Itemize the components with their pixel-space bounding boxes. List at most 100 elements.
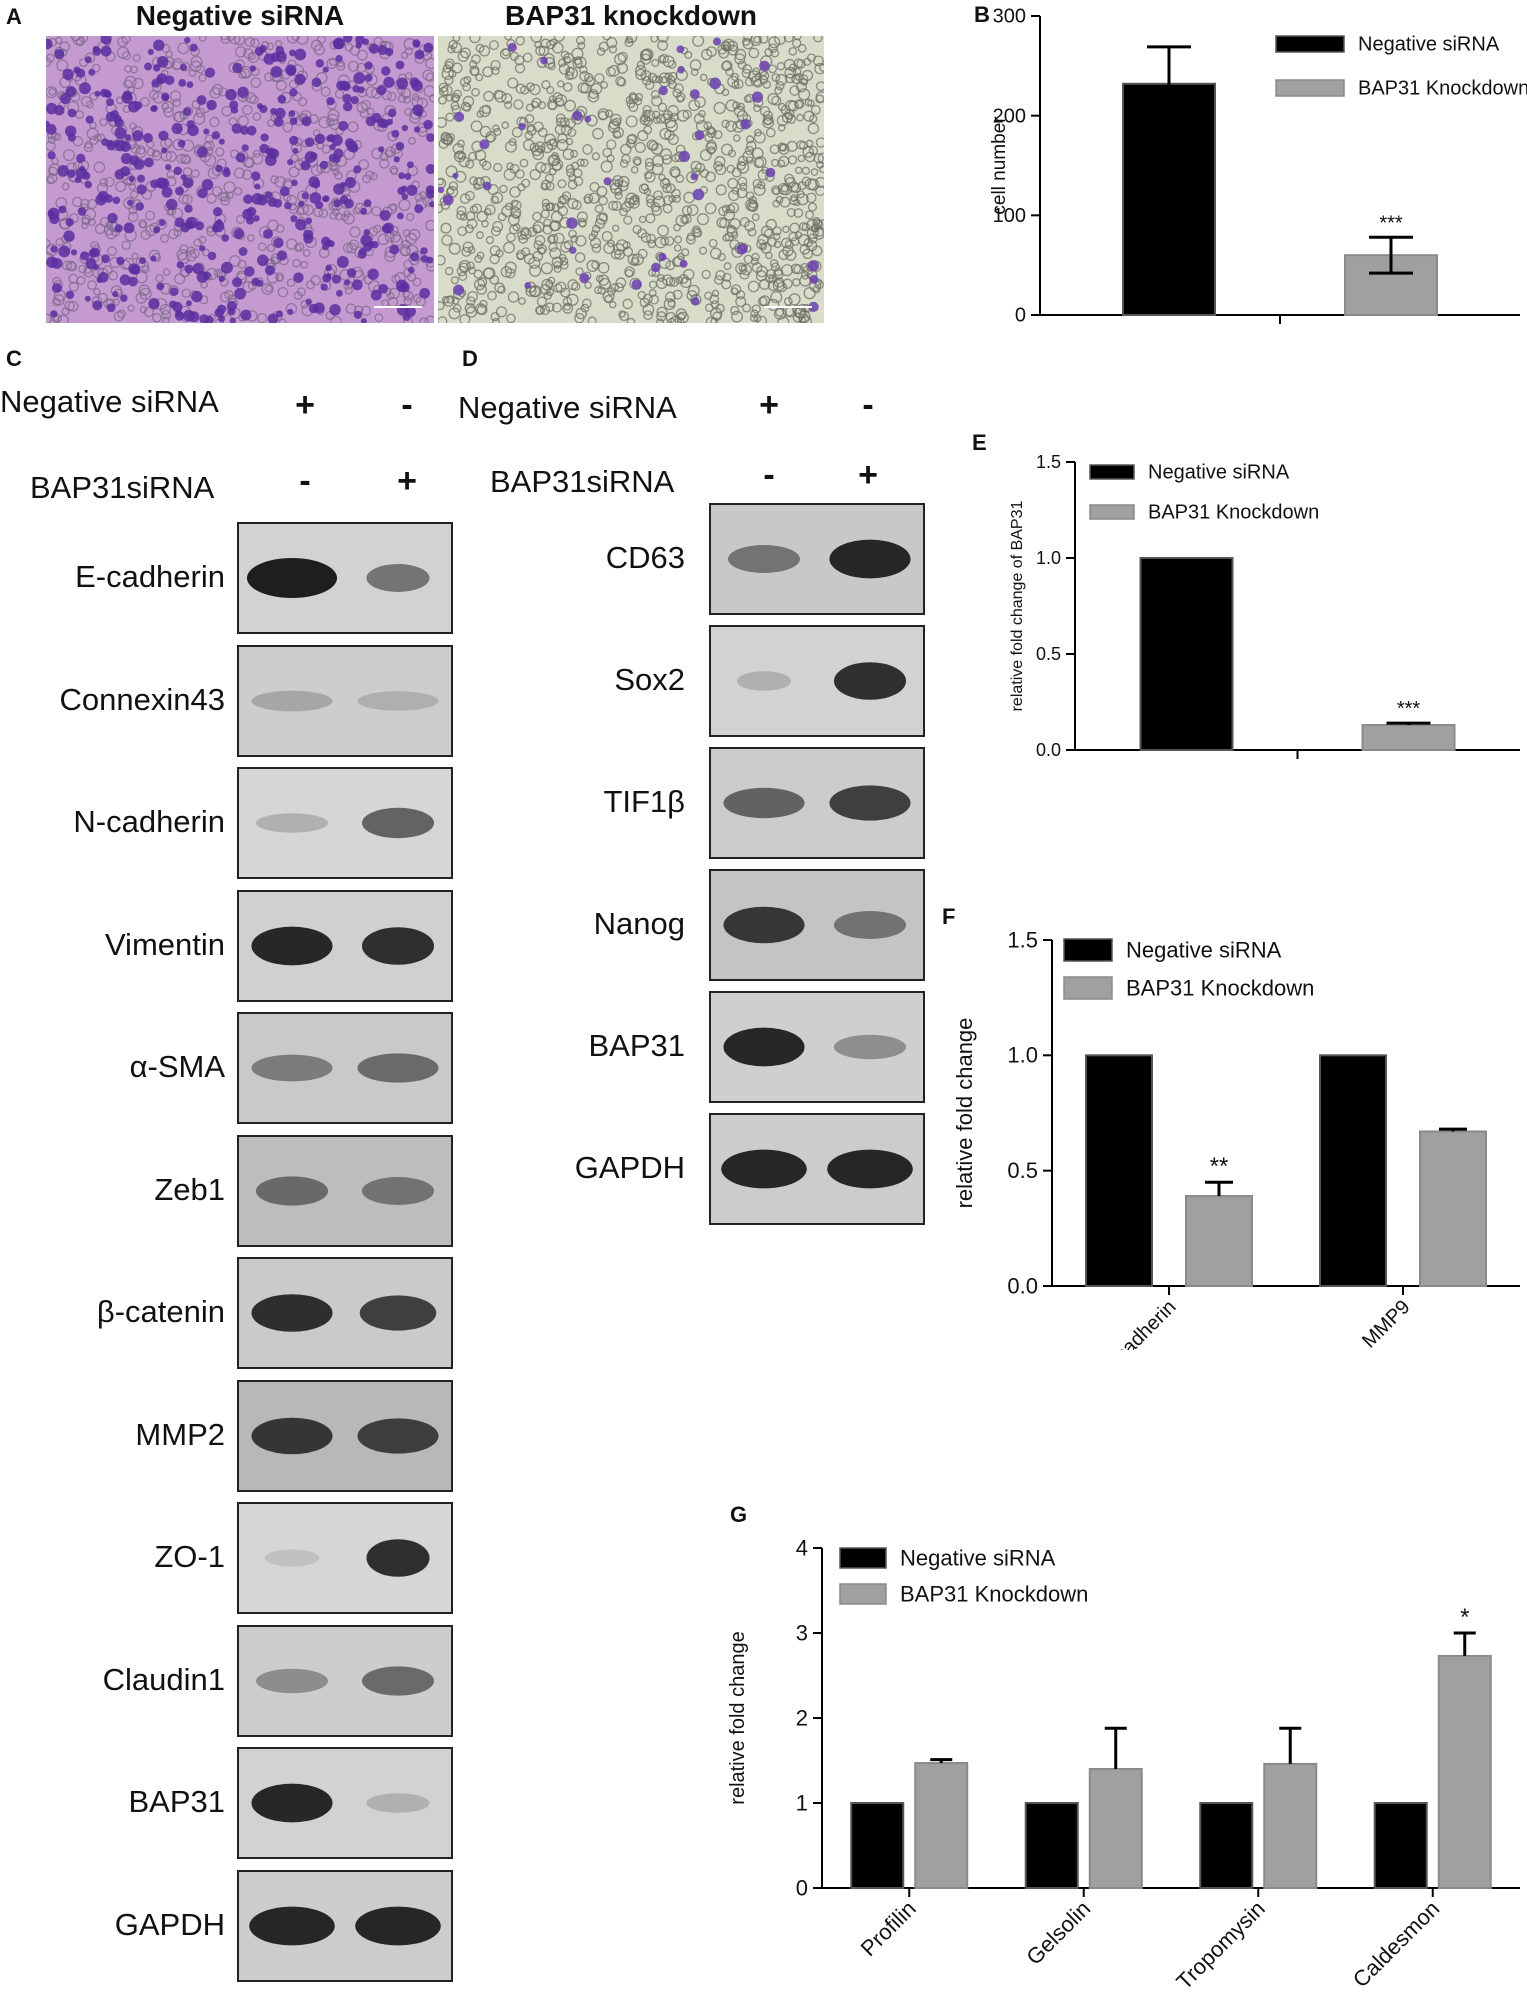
cell-outline bbox=[681, 213, 692, 224]
stained-cell bbox=[288, 110, 296, 117]
cell-outline bbox=[642, 109, 651, 119]
blot-label: E-cadherin bbox=[75, 559, 225, 594]
stained-cell bbox=[694, 130, 705, 141]
cell-outline bbox=[64, 300, 75, 312]
blot-band bbox=[355, 1906, 441, 1945]
cell-outline bbox=[441, 67, 454, 80]
cell-outline bbox=[404, 107, 413, 116]
stained-cell bbox=[155, 177, 168, 189]
cell-outline bbox=[462, 95, 475, 108]
stained-cell bbox=[136, 184, 147, 195]
stained-cell bbox=[218, 315, 226, 323]
cell-outline bbox=[560, 261, 569, 270]
stained-cell bbox=[396, 77, 409, 90]
cell-outline bbox=[168, 228, 179, 240]
stained-cell bbox=[289, 135, 299, 146]
cell-outline bbox=[121, 240, 131, 250]
cell-outline bbox=[448, 242, 461, 255]
cell-outline bbox=[618, 310, 626, 318]
cell-outline bbox=[493, 127, 502, 136]
stained-cell bbox=[231, 277, 243, 288]
y-tick-label: 1.5 bbox=[1007, 927, 1038, 952]
stained-cell bbox=[139, 257, 146, 264]
cell-outline bbox=[803, 57, 812, 66]
cell-outline bbox=[805, 139, 814, 148]
stained-cell bbox=[420, 255, 429, 263]
cell-outline bbox=[646, 233, 656, 244]
stained-cell bbox=[172, 301, 183, 313]
cell-outline bbox=[506, 162, 514, 171]
cell-outline bbox=[793, 58, 804, 69]
cell-outline bbox=[759, 242, 768, 251]
stained-cell bbox=[453, 284, 465, 296]
cell-outline bbox=[726, 226, 738, 238]
stained-cell bbox=[344, 176, 357, 189]
cell-outline bbox=[55, 36, 63, 45]
cell-outline bbox=[441, 234, 453, 246]
blot-d-row2-sign-1: - bbox=[763, 456, 775, 494]
stained-cell bbox=[165, 198, 178, 211]
blot-strip bbox=[709, 503, 925, 615]
cell-outline bbox=[706, 46, 717, 57]
cell-outline bbox=[493, 162, 503, 173]
stained-cell bbox=[240, 309, 252, 321]
stained-cell bbox=[333, 148, 344, 159]
cell-outline bbox=[162, 316, 170, 323]
stained-cell bbox=[101, 254, 110, 264]
cell-outline bbox=[798, 74, 809, 85]
legend-label: BAP31 Knockdown bbox=[900, 1581, 1088, 1606]
cell-outline bbox=[737, 176, 748, 187]
cell-outline bbox=[130, 65, 138, 74]
stained-cell bbox=[169, 287, 179, 296]
cell-outline bbox=[46, 176, 55, 185]
stained-cell bbox=[320, 283, 328, 291]
stained-cell bbox=[97, 272, 109, 283]
cell-outline bbox=[744, 145, 755, 156]
cell-outline bbox=[675, 214, 688, 227]
cell-outline bbox=[425, 219, 434, 231]
panel-letter-d: D bbox=[462, 346, 478, 371]
stained-cell bbox=[346, 268, 357, 278]
cell-outline bbox=[485, 235, 494, 245]
stained-cell bbox=[274, 107, 286, 119]
cell-outline bbox=[815, 91, 824, 103]
cell-outline bbox=[471, 87, 480, 97]
stained-cell bbox=[183, 309, 195, 322]
cell-outline bbox=[819, 165, 824, 174]
stained-cell bbox=[322, 195, 330, 203]
cell-outline bbox=[466, 218, 478, 230]
cell-outline bbox=[86, 198, 98, 210]
stained-cell bbox=[229, 317, 236, 323]
stained-cell bbox=[66, 169, 76, 178]
blot-band bbox=[251, 1294, 333, 1332]
cell-outline bbox=[571, 281, 581, 292]
cell-outline bbox=[667, 299, 676, 308]
stained-cell bbox=[246, 125, 257, 136]
cell-outline bbox=[209, 87, 222, 99]
cell-outline bbox=[628, 197, 640, 209]
cell-outline bbox=[558, 63, 571, 75]
cell-outline bbox=[491, 191, 504, 204]
cell-outline bbox=[345, 303, 357, 315]
stained-cell bbox=[336, 255, 349, 268]
cell-outline bbox=[735, 296, 747, 308]
stained-cell bbox=[150, 105, 157, 112]
cell-outline bbox=[546, 202, 556, 212]
cell-outline bbox=[759, 70, 770, 81]
cell-outline bbox=[172, 98, 182, 107]
cell-outline bbox=[512, 223, 521, 232]
stained-cell bbox=[765, 167, 776, 178]
cell-outline bbox=[491, 317, 500, 323]
stained-cell bbox=[751, 91, 764, 103]
cell-outline bbox=[75, 110, 85, 120]
cell-outline bbox=[806, 226, 819, 240]
stained-cell bbox=[355, 42, 362, 49]
cell-outline bbox=[597, 286, 606, 295]
stained-cell bbox=[132, 130, 144, 142]
cell-outline bbox=[438, 254, 446, 266]
cell-outline bbox=[753, 157, 765, 169]
cell-outline bbox=[657, 40, 669, 51]
stained-cell bbox=[46, 123, 57, 135]
blot-label: ZO-1 bbox=[154, 1539, 225, 1574]
cell-outline bbox=[213, 268, 224, 278]
